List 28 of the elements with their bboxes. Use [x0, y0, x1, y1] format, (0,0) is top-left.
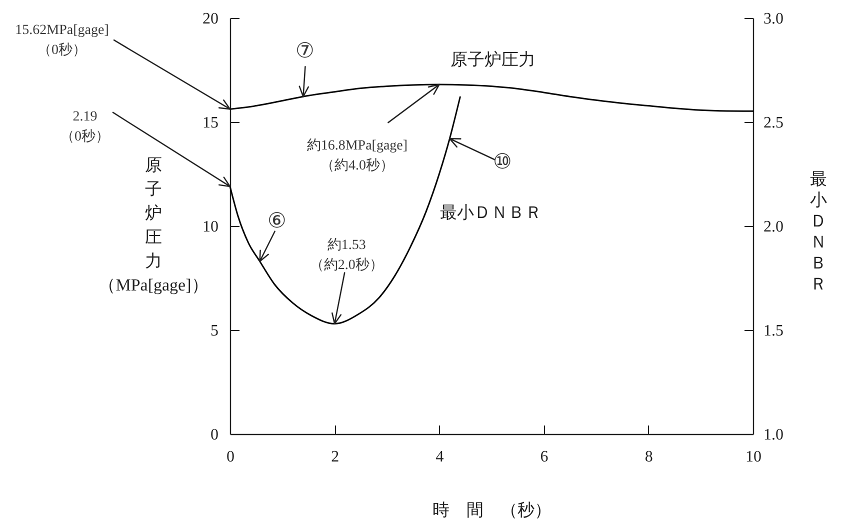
series-label: 原子炉圧力: [450, 50, 536, 69]
annotation: 約1.53 （約2.0秒）: [310, 236, 384, 273]
annotation: 約16.8MPa[gage] （約4.0秒）: [306, 138, 408, 174]
annotation: ⑩: [493, 150, 512, 174]
x-tick-label: 4: [436, 448, 444, 466]
y-tick-label: 5: [210, 322, 218, 340]
x-tick-label: 2: [331, 448, 340, 466]
y2-axis-title: 最小ＤＮＢＲ: [810, 170, 827, 294]
annotation: 15.62MPa[gage] （0秒）: [15, 23, 109, 58]
y-tick-label: 20: [202, 10, 218, 28]
y-tick-label: 15: [202, 114, 218, 132]
annotation: 2.19 （0秒）: [60, 109, 110, 144]
y2-tick-label: 1.0: [764, 426, 784, 444]
line-series: [229, 84, 754, 112]
y2-tick-label: 2.0: [764, 218, 784, 236]
y-tick-label: 10: [202, 218, 218, 236]
y2-tick-label: 2.5: [764, 114, 784, 132]
x-tick-label: 8: [644, 448, 653, 466]
y2-tick-label: 3.0: [764, 10, 784, 28]
x-tick-label: 10: [746, 448, 762, 466]
y2-tick-label: 1.5: [764, 322, 784, 340]
x-tick-label: 0: [226, 448, 234, 466]
annotation: ⑦: [296, 38, 315, 63]
y-tick-label: 0: [210, 426, 218, 444]
x-tick-label: 6: [540, 448, 548, 466]
series-label: 最小ＤＮＢＲ: [440, 203, 542, 222]
annotation: ⑥: [267, 208, 286, 232]
x-axis-title: 時 間 （秒）: [432, 500, 552, 520]
